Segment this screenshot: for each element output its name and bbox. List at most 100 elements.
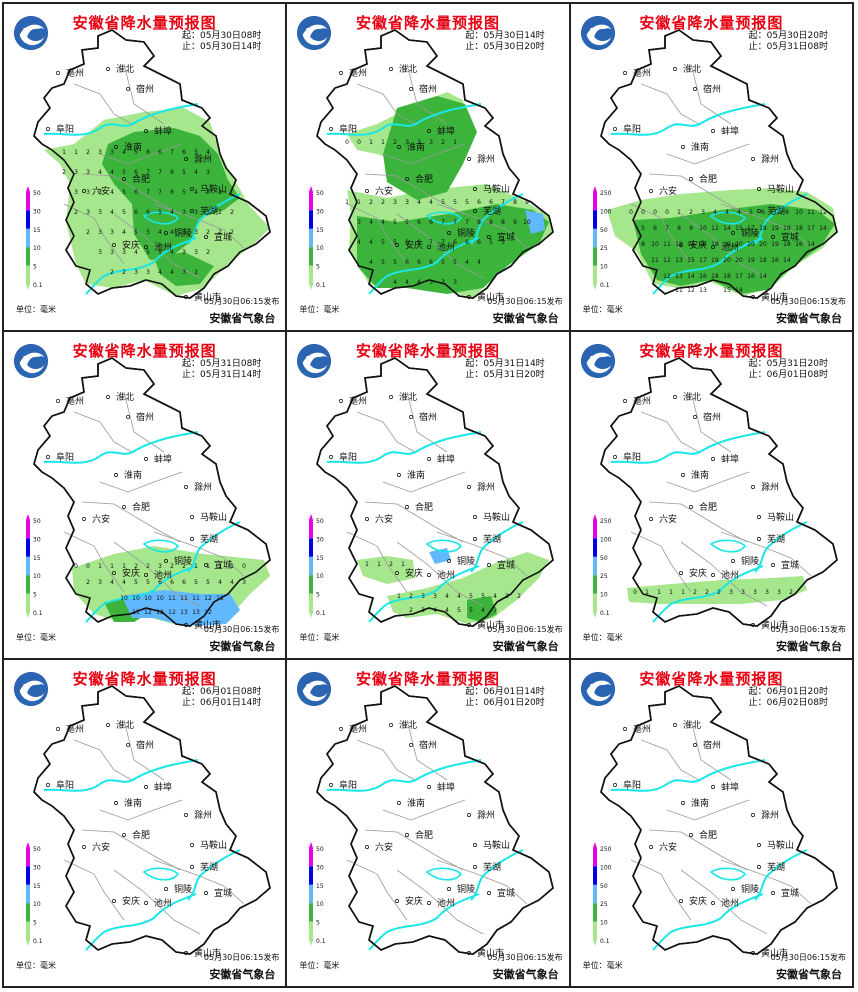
legend-swatch xyxy=(592,247,597,266)
city-boundary xyxy=(63,859,125,921)
legend-label: 10 xyxy=(600,264,608,271)
period-end: 止：05月30日14时 xyxy=(182,42,262,52)
river xyxy=(610,103,808,295)
lake xyxy=(425,211,463,225)
city-boundary xyxy=(63,203,125,265)
legend-label: 10 xyxy=(33,573,41,580)
forecast-panel: 0 0 1 1 2 3 3 3 2 1 1 1 2 2 3 3 4 4 5 5 5 6 6 7 8 9 3 4 4 5 5 6 6 7 7 7 8 8 8 9… xyxy=(286,3,570,331)
city-marker xyxy=(389,723,394,727)
city-marker xyxy=(710,573,715,577)
grid-value: 12 xyxy=(711,225,719,232)
grid-value: 5 xyxy=(134,229,138,236)
city-boundary xyxy=(680,541,767,607)
grid-value: 3 xyxy=(393,199,397,206)
city-boundary xyxy=(690,719,731,781)
city-label: 六安 xyxy=(375,185,393,197)
city-label: 铜陵 xyxy=(174,883,192,895)
grid-value: 14 xyxy=(807,241,815,248)
city-label: 芜湖 xyxy=(483,205,501,217)
city-marker xyxy=(144,129,148,133)
city-label: 安庆 xyxy=(122,567,140,579)
grid-value: 19 xyxy=(723,241,731,248)
legend-arrow xyxy=(309,514,314,520)
period-start: 起：05月30日20时 xyxy=(748,31,829,41)
city-boundary xyxy=(630,859,691,921)
grid-value: 5 xyxy=(122,189,126,196)
grid-value: 4 xyxy=(369,259,373,266)
organization-name: 安徽省气象台 xyxy=(209,640,276,653)
grid-value: 4 xyxy=(170,209,174,216)
grid-value: 3 xyxy=(134,269,138,276)
city-marker xyxy=(204,891,208,895)
legend-swatch xyxy=(26,903,30,922)
grid-value: 11 xyxy=(132,609,140,616)
grid-value: 20 xyxy=(735,241,743,248)
grid-value: 4 xyxy=(170,269,174,276)
grid-value: 3 xyxy=(74,189,78,196)
city-label: 淮南 xyxy=(691,141,709,153)
period-end: 止：06月01日14时 xyxy=(182,698,262,708)
cma-logo-icon xyxy=(580,671,615,707)
city-label: 黄山市 xyxy=(761,619,788,631)
city-marker xyxy=(770,235,775,239)
forecast-period: 起：06月01日08时 止：06月01日14时 xyxy=(182,687,261,709)
city-label: 合肥 xyxy=(699,501,717,513)
grid-value: 3 xyxy=(357,219,361,226)
grid-value: 1 xyxy=(453,139,457,146)
city-marker xyxy=(184,951,188,955)
grid-value: 6 xyxy=(477,199,481,206)
city-label: 淮南 xyxy=(124,469,142,481)
grid-value: 2 xyxy=(441,139,445,146)
grid-value: 3 xyxy=(86,189,90,196)
city-label: 宿州 xyxy=(136,83,154,95)
legend-label: 50 xyxy=(600,883,608,890)
issue-time: 05月30日06:15发布 xyxy=(770,297,846,306)
grid-value: 6 xyxy=(653,225,657,232)
city-boundary xyxy=(113,213,201,279)
city-label: 亳州 xyxy=(66,723,84,735)
city-boundary xyxy=(99,143,183,165)
city-boundary xyxy=(383,471,466,493)
grid-value: 14 xyxy=(723,225,731,232)
grid-value: 1 xyxy=(365,561,369,568)
city-boundary xyxy=(153,859,245,905)
city-marker xyxy=(184,485,188,489)
city-marker xyxy=(447,559,452,563)
legend-swatch xyxy=(26,556,30,576)
grid-value: 5 xyxy=(393,239,397,246)
city-marker xyxy=(770,891,775,895)
issue-time: 05月30日06:15发布 xyxy=(487,297,563,306)
grid-value: 5 xyxy=(134,579,138,586)
organization-name: 安徽省气象台 xyxy=(776,968,842,981)
city-marker xyxy=(329,783,334,787)
precip-area xyxy=(387,552,550,624)
city-label: 阜阳 xyxy=(56,779,74,791)
grid-value: 9 xyxy=(689,225,693,232)
city-boundary xyxy=(123,63,165,125)
city-marker xyxy=(672,723,677,727)
city-boundary xyxy=(437,203,528,249)
legend-label: 25 xyxy=(600,245,608,252)
legend-label: 0.1 xyxy=(600,282,610,289)
city-label: 宣城 xyxy=(497,887,515,899)
city-marker xyxy=(692,743,697,747)
city-label: 蚌埠 xyxy=(437,125,455,137)
city-marker xyxy=(409,415,414,419)
city-marker xyxy=(710,901,715,905)
grid-value: 18 xyxy=(795,225,803,232)
legend-swatch xyxy=(26,210,30,229)
grid-value: 6 xyxy=(134,189,138,196)
grid-value: 11 xyxy=(192,595,200,602)
grid-value: 5 xyxy=(489,239,493,246)
color-legend: 250 100 50 25 10 0.1 xyxy=(592,842,611,946)
city-marker xyxy=(144,573,148,577)
legend-label: 30 xyxy=(316,536,324,543)
grid-value: 2 xyxy=(182,563,186,570)
city-marker xyxy=(680,801,685,805)
grid-value: 5 xyxy=(182,169,186,176)
grid-value: 8 xyxy=(489,219,493,226)
grid-value: 12 xyxy=(663,257,671,264)
grid-value: 5 xyxy=(194,149,198,156)
city-boundary xyxy=(73,739,133,781)
